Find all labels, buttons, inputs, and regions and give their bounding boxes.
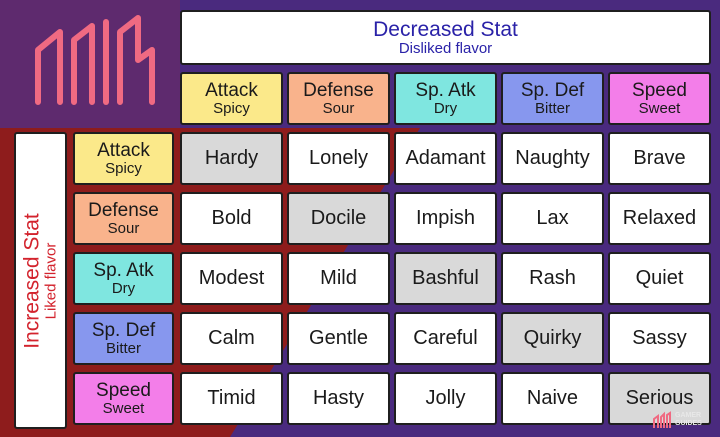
nature-cell: Bold — [180, 192, 283, 245]
row-header-attack: Attack Spicy — [73, 132, 174, 185]
nature-cell: Serious — [608, 372, 711, 425]
nature-cell: Docile — [287, 192, 390, 245]
increased-stat-banner: Increased Stat Liked flavor — [14, 132, 67, 429]
column-header-flavor: Sour — [322, 99, 355, 117]
column-header-flavor: Dry — [433, 99, 458, 117]
nature-cell: Bashful — [394, 252, 497, 305]
row-header-sp-atk: Sp. Atk Dry — [73, 252, 174, 305]
column-header-flavor: Sweet — [638, 99, 681, 117]
increased-stat-title: Increased Stat — [20, 212, 44, 349]
watermark: GAMER GUIDES — [652, 407, 718, 433]
nature-cell: Gentle — [287, 312, 390, 365]
row-header-flavor: Sweet — [102, 399, 145, 417]
nature-cell: Calm — [180, 312, 283, 365]
column-header-stat: Sp. Atk — [415, 79, 476, 101]
watermark-logo-icon — [653, 411, 671, 428]
row-header-stat: Attack — [97, 139, 150, 161]
nature-cell: Naive — [501, 372, 604, 425]
nature-cell: Modest — [180, 252, 283, 305]
nature-cell: Careful — [394, 312, 497, 365]
row-header-speed: Speed Sweet — [73, 372, 174, 425]
nature-cell: Hasty — [287, 372, 390, 425]
liked-flavor-subtitle: Liked flavor — [42, 242, 60, 319]
decreased-stat-title: Decreased Stat — [373, 17, 518, 41]
row-header-sp-def: Sp. Def Bitter — [73, 312, 174, 365]
nature-cell: Lonely — [287, 132, 390, 185]
nature-cell: Quiet — [608, 252, 711, 305]
nature-cell: Quirky — [501, 312, 604, 365]
nature-cell: Timid — [180, 372, 283, 425]
disliked-flavor-subtitle: Disliked flavor — [398, 39, 493, 57]
nature-cell: Impish — [394, 192, 497, 245]
nature-cell: Mild — [287, 252, 390, 305]
site-logo — [35, 15, 155, 105]
row-header-stat: Speed — [96, 379, 151, 401]
column-header-defense: Defense Sour — [287, 72, 390, 125]
nature-cell: Sassy — [608, 312, 711, 365]
row-header-stat: Sp. Def — [91, 319, 156, 341]
row-header-defense: Defense Sour — [73, 192, 174, 245]
column-header-attack: Attack Spicy — [180, 72, 283, 125]
column-header-sp-atk: Sp. Atk Dry — [394, 72, 497, 125]
row-header-flavor: Dry — [111, 279, 136, 297]
nature-cell: Brave — [608, 132, 711, 185]
column-header-stat: Speed — [632, 79, 687, 101]
column-header-stat: Sp. Def — [520, 79, 585, 101]
row-header-stat: Defense — [88, 199, 159, 221]
column-header-stat: Defense — [303, 79, 374, 101]
nature-cell: Adamant — [394, 132, 497, 185]
row-header-flavor: Sour — [107, 219, 140, 237]
nature-cell: Rash — [501, 252, 604, 305]
nature-cell: Naughty — [501, 132, 604, 185]
row-header-flavor: Spicy — [105, 159, 142, 177]
column-header-flavor: Bitter — [534, 99, 570, 117]
watermark-line1: GAMER — [675, 412, 702, 419]
nature-cell: Hardy — [180, 132, 283, 185]
nature-cell: Jolly — [394, 372, 497, 425]
nature-cell: Lax — [501, 192, 604, 245]
row-header-stat: Sp. Atk — [93, 259, 154, 281]
nature-cell: Relaxed — [608, 192, 711, 245]
row-header-flavor: Bitter — [105, 339, 141, 357]
column-header-sp-def: Sp. Def Bitter — [501, 72, 604, 125]
column-header-stat: Attack — [205, 79, 258, 101]
watermark-line2: GUIDES — [675, 420, 702, 427]
decreased-stat-banner: Decreased Stat Disliked flavor — [180, 10, 711, 65]
column-header-speed: Speed Sweet — [608, 72, 711, 125]
column-header-flavor: Spicy — [213, 99, 250, 117]
